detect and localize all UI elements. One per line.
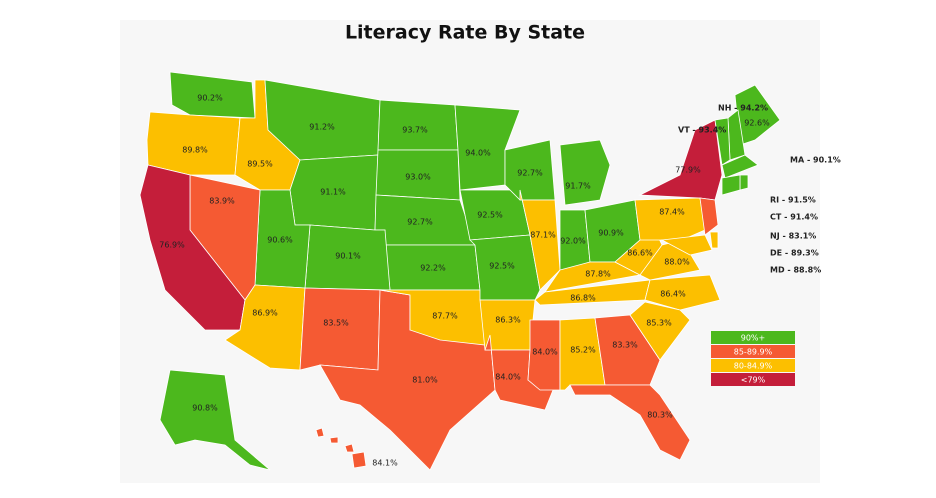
state-label: 91.2% [309,123,335,132]
state [159,369,271,471]
labels: 90.2% 89.8% 89.5% 91.2% 91.1% 93.7% 93.0% 92.7%… [159,94,841,468]
state-label: 87.4% [659,208,685,217]
state-label: 84.1% [372,459,398,468]
state [709,231,719,249]
state [344,443,355,453]
state-label: 83.9% [209,197,235,206]
state-label: 86.6% [627,249,653,258]
state [739,174,749,191]
state-label: 92.5% [489,262,515,271]
state [721,154,759,179]
state-label: 85.2% [570,346,596,355]
state-label: 92.7% [517,169,543,178]
state-label: 85.3% [646,319,672,328]
legend-swatch [711,359,795,372]
state-label: 89.5% [247,160,273,169]
state-label: 86.9% [252,309,278,318]
states [139,71,781,471]
state-label: 84.0% [532,348,558,357]
state-label: 76.9% [159,241,185,250]
state-label: 87.7% [432,312,458,321]
state-label: 92.7% [407,218,433,227]
legend-swatch [711,331,795,344]
state-callout: NJ - 83.1% [770,232,816,241]
state [351,451,367,469]
state [594,314,661,386]
state [644,274,721,311]
state-label: 83.3% [612,341,638,350]
state-label: 90.8% [192,404,218,413]
state-label: 87.1% [530,231,556,240]
state-label: 90.2% [197,94,223,103]
state-callout: CT - 91.4% [770,213,818,222]
state [139,164,246,331]
state [559,139,611,206]
state [534,279,651,306]
map-title: Literacy Rate By State [345,22,585,44]
state [629,301,691,361]
state [660,234,713,256]
state-label: 93.0% [405,173,431,182]
state-label: 86.8% [570,294,596,303]
state [299,287,381,371]
state-label: 91.7% [565,182,591,191]
state-callout: VT - 93.4% [678,126,726,135]
state-label: 92.6% [744,119,770,128]
state [329,436,339,444]
state-label: 88.0% [664,258,690,267]
legend: 90%+ 85-89.9% 80-84.9% <79% [711,331,795,386]
legend-label: 85-89.9% [734,348,773,357]
state [519,189,561,291]
legend-swatch [711,373,795,386]
state [699,197,719,236]
state-label: 94.0% [465,149,491,158]
state [714,117,731,166]
legend-label: <79% [741,376,766,385]
state-label: 93.7% [402,126,428,135]
state-label: 89.8% [182,146,208,155]
state-label: 90.1% [335,252,361,261]
state-callout: MD - 88.8% [770,266,821,275]
state-callout: RI - 91.5% [770,196,816,205]
state-label: 81.0% [412,376,438,385]
state-label: 92.0% [560,237,586,246]
state-label: 90.6% [267,236,293,245]
state [721,174,741,196]
state-label: 87.8% [585,270,611,279]
state-callout: DE - 89.3% [770,249,819,258]
state [146,111,241,176]
state [634,197,706,241]
state-label: 84.0% [495,373,521,382]
state-callout: MA - 90.1% [790,156,841,165]
state-label: 83.5% [323,319,349,328]
state-label: 91.1% [320,188,346,197]
state-label: 86.3% [495,316,521,325]
state [169,71,256,119]
legend-label: 80-84.9% [734,362,773,371]
state [315,427,325,438]
state-label: 92.5% [477,211,503,220]
state-label: 90.9% [598,229,624,238]
state-label: 86.4% [660,290,686,299]
state [569,384,691,461]
state-callout: NH - 94.2% [718,104,768,113]
state-label: 77.9% [675,166,701,175]
legend-swatch [711,345,795,358]
state-label: 80.3% [647,411,673,420]
legend-label: 90%+ [741,334,765,343]
state-label: 92.2% [420,264,446,273]
